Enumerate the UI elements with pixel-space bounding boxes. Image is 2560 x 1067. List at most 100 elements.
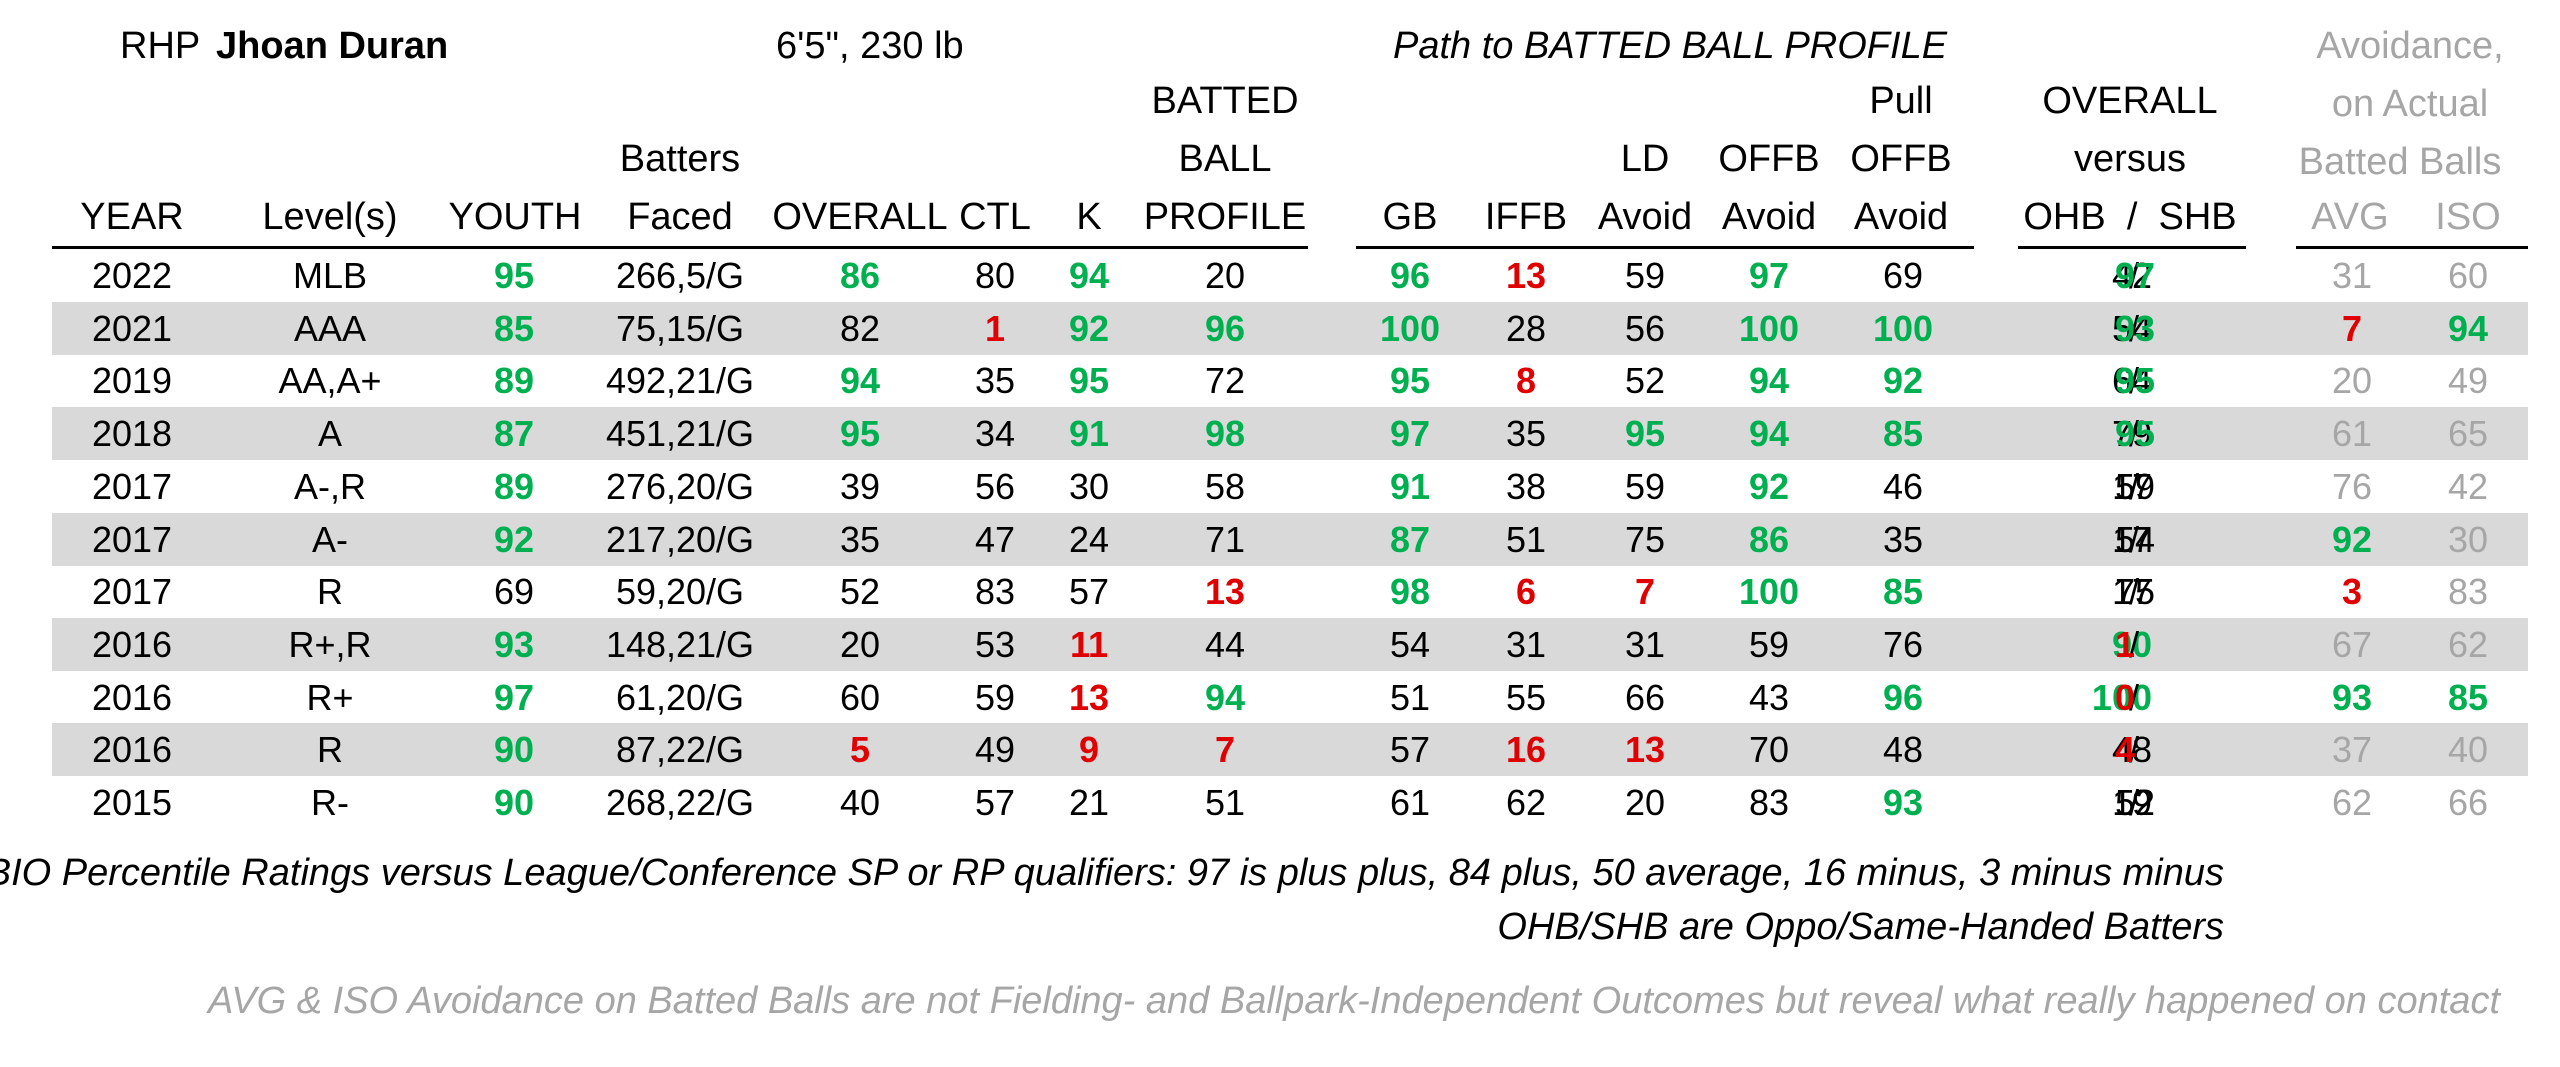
cell-gb: 91 [1389,465,1431,507]
cell-poffb: 76 [1882,623,1924,665]
cell-year: 2016 [91,676,173,718]
cell-slash: / [2128,360,2139,402]
cell-gb: 96 [1389,255,1431,296]
cell-bbp: 98 [1204,413,1246,455]
cell-ohb: 54 [2111,307,2152,349]
col-pull-offb-3: Avoid [1853,196,1949,238]
col-bbp-3: PROFILE [1143,196,1307,238]
cell-offb: 59 [1748,623,1790,665]
cell-slash: / [2128,676,2139,718]
cell-avg: 92 [2331,518,2373,560]
cell-youth: 89 [493,360,535,402]
cell-youth: 85 [493,307,535,349]
cell-bf: 217,20/G [605,518,755,560]
cell-shb: 59 [2115,465,2156,507]
cell-youth: 87 [493,413,535,455]
cell-gb: 61 [1389,782,1431,823]
cell-iso: 40 [2447,729,2489,771]
cell-shb: 4 [2115,729,2136,771]
cell-bf: 87,22/G [615,729,745,771]
cell-gb: 98 [1389,571,1431,613]
cell-iffb: 16 [1505,729,1547,771]
cell-youth: 97 [493,676,535,718]
cell-k: 94 [1068,255,1110,296]
pitcher-name: Jhoan Duran [216,25,449,67]
cell-year: 2021 [91,307,173,349]
cell-ld: 31 [1624,623,1666,665]
cell-youth: 90 [493,729,535,771]
cell-ld: 20 [1624,782,1666,823]
avoidance-note: AVG & ISO Avoidance on Batted Balls are … [208,980,2500,1022]
cell-ctl: 35 [974,360,1016,402]
avoidance-title-3: Batted Balls [2298,141,2502,183]
cell-iso: 62 [2447,623,2489,665]
col-batters-faced-2: Faced [627,196,733,238]
col-youth: YOUTH [448,196,582,238]
cell-year: 2019 [91,360,173,402]
cell-bbp: 96 [1204,307,1246,349]
cell-offb: 83 [1748,782,1790,823]
cell-overall: 20 [839,623,881,665]
cell-offb: 94 [1748,413,1790,455]
col-overall-vs-1: OVERALL [2042,80,2218,122]
cell-year: 2017 [91,518,173,560]
cell-shb: 95 [2115,413,2156,455]
cell-bf: 75,15/G [615,307,745,349]
cell-slash: / [2128,413,2139,455]
cell-k: 13 [1068,676,1110,718]
cell-ld: 95 [1624,413,1666,455]
cell-bbp: 94 [1204,676,1246,718]
cell-bf: 61,20/G [615,676,745,718]
cell-k: 91 [1068,413,1110,455]
table-row: 2017 R 69 59,20/G 52 83 57 13 98 6 7 100 85 17/75 3 83 [52,565,2528,618]
col-level: Level(s) [262,196,398,238]
table-row: 2018 A 87 451,21/G 95 34 91 98 97 35 95 94 85 79/95 61… [52,407,2528,461]
cell-overall: 82 [839,307,881,349]
cell-level: R [317,729,343,771]
cell-ohb: 19 [2111,782,2152,823]
cell-avg: 37 [2331,729,2373,771]
cell-avg: 93 [2331,676,2373,718]
cell-level: R+,R [288,623,372,665]
cell-ld: 52 [1624,360,1666,402]
cell-year: 2018 [91,413,173,455]
cell-shb: 95 [2115,360,2156,402]
cell-offb: 100 [1738,571,1800,613]
table-row: 2019 AA,A+ 89 492,21/G 94 35 95 72 95 8 52 94 92 64/9… [52,354,2528,407]
cell-slash: / [2128,255,2139,296]
col-iffb: IFFB [1484,196,1568,238]
cell-bbp: 44 [1204,623,1246,665]
col-overall-vs-2: versus [2074,138,2186,180]
cell-level: R- [311,782,349,823]
cell-iffb: 28 [1505,307,1547,349]
cell-avg: 3 [2341,571,2363,613]
cell-bbp: 20 [1204,255,1246,296]
cell-k: 30 [1068,465,1110,507]
header-rule-avoidance [2296,246,2528,249]
cell-bf: 276,20/G [605,465,755,507]
cell-ohb: 79 [2111,413,2152,455]
cell-shb: 54 [2115,518,2156,560]
cell-shb: 93 [2115,307,2156,349]
cell-level: AAA [293,307,367,349]
cell-overall: 5 [849,729,871,771]
col-offb-2: Avoid [1721,196,1817,238]
cell-poffb: 35 [1882,518,1924,560]
cell-iffb: 13 [1505,255,1547,296]
cell-shb: 0 [2115,676,2136,718]
cell-iso: 83 [2447,571,2489,613]
cell-year: 2017 [91,571,173,613]
cell-overall: 95 [839,413,881,455]
table-row: 2015 R- 90 268,22/G 40 57 21 51 61 62 20 83 93 19/52 6… [52,776,2528,829]
cell-ctl: 80 [974,255,1016,296]
cell-year: 2016 [91,623,173,665]
cell-slash: / [2128,571,2139,613]
cell-bf: 59,20/G [615,571,745,613]
cell-poffb: 46 [1882,465,1924,507]
cell-iso: 94 [2447,307,2489,349]
cell-ld: 56 [1624,307,1666,349]
cell-gb: 95 [1389,360,1431,402]
header-rule-versus [2018,246,2246,249]
cell-poffb: 48 [1882,729,1924,771]
cell-youth: 89 [493,465,535,507]
